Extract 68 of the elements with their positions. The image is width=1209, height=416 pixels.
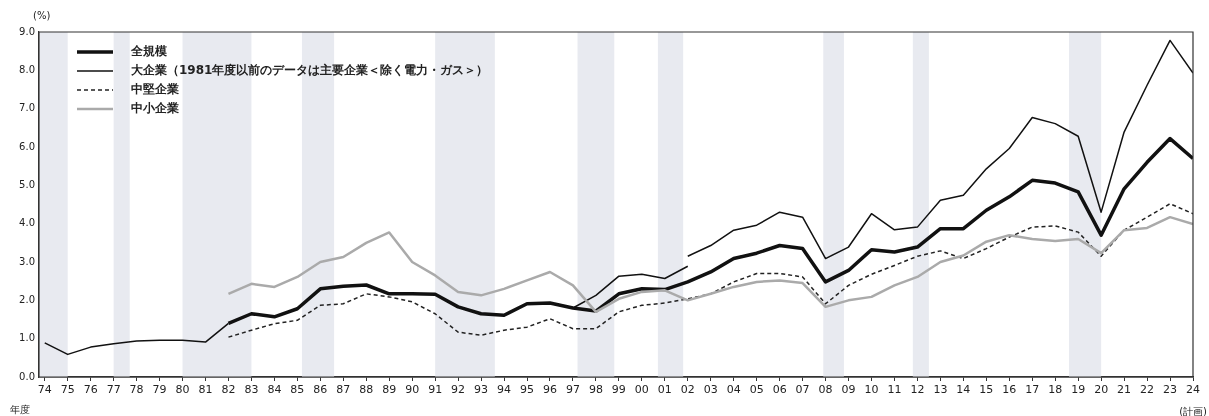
y-tick-label: 4.0 [19, 217, 35, 229]
x-tick-label: 19 [1071, 383, 1086, 397]
legend-label: 大企業（1981年度以前のデータは主要企業＜除く電力・ガス＞） [131, 62, 489, 79]
x-tick-label: 76 [83, 383, 98, 397]
x-tick-label: 86 [313, 383, 328, 397]
x-tick-label: 96 [542, 383, 557, 397]
x-tick-label: 89 [382, 383, 397, 397]
x-tick-label: 79 [152, 383, 167, 397]
x-tick-label: 18 [1048, 383, 1063, 397]
x-tick-label: 94 [497, 383, 512, 397]
y-tick-label: 9.0 [19, 25, 35, 37]
x-tick-label: 85 [290, 383, 305, 397]
legend-label: 中堅企業 [131, 81, 179, 98]
x-tick-label: 13 [933, 383, 948, 397]
y-tick-label: 0.0 [19, 370, 35, 382]
x-tick-label: 12 [910, 383, 925, 397]
x-tick-label: 05 [749, 383, 764, 397]
x-tick-label: 98 [588, 383, 603, 397]
x-tick-label: 21 [1117, 383, 1132, 397]
x-axis-title: 年度 [10, 403, 30, 416]
x-tick-label: 00 [634, 383, 649, 397]
y-axis-title: (%) [33, 10, 51, 21]
x-tick-label: 77 [106, 383, 121, 397]
y-tick-label: 2.0 [19, 293, 35, 305]
x-tick-label: 82 [221, 383, 236, 397]
x-tick-label: 91 [428, 383, 443, 397]
x-tick-label: 99 [611, 383, 626, 397]
y-tick-label: 7.0 [19, 102, 35, 114]
y-tick-label: 6.0 [19, 140, 35, 152]
x-tick-label: 14 [956, 383, 971, 397]
x-tick-label: 08 [818, 383, 833, 397]
x-tick-label: 93 [474, 383, 489, 397]
y-tick-label: 3.0 [19, 255, 35, 267]
x-tick-label: 04 [726, 383, 741, 397]
x-tick-label: 81 [198, 383, 213, 397]
x-tick-label: 75 [60, 383, 75, 397]
text: (計画) [1179, 405, 1207, 416]
x-tick-label: 09 [841, 383, 856, 397]
x-tick-label: 17 [1025, 383, 1040, 397]
x-tick-label: 24 [1186, 383, 1200, 397]
x-tick-label: 78 [129, 383, 144, 397]
x-tick-label: 83 [244, 383, 259, 397]
x-tick-label: 10 [864, 383, 879, 397]
x-tick-label: 90 [405, 383, 420, 397]
x-tick-label: 88 [359, 383, 374, 397]
x-tick-label: 74 [37, 383, 52, 397]
y-tick-label: 1.0 [19, 332, 35, 344]
legend-label: 全規模 [131, 43, 167, 60]
x-tick-label: 07 [795, 383, 810, 397]
x-tick-label: 16 [1002, 383, 1017, 397]
x-tick-label: 02 [680, 383, 695, 397]
legend-label: 中小企業 [131, 100, 179, 117]
x-tick-label: 80 [175, 383, 190, 397]
y-tick-label: 5.0 [19, 178, 35, 190]
x-tick-label: 84 [267, 383, 282, 397]
x-tick-label: 95 [520, 383, 535, 397]
x-tick-label: 87 [336, 383, 351, 397]
x-tick-label: 20 [1094, 383, 1109, 397]
y-tick-label: 8.0 [19, 63, 35, 75]
x-tick-label: 11 [887, 383, 902, 397]
x-tick-label: 97 [565, 383, 580, 397]
x-tick-label: 22 [1140, 383, 1155, 397]
x-tick-label: 15 [979, 383, 994, 397]
x-tick-label: 01 [657, 383, 672, 397]
x-tick-label: 03 [703, 383, 718, 397]
x-tick-label: 06 [772, 383, 787, 397]
x-tick-label: 92 [451, 383, 466, 397]
x-tick-label: 23 [1163, 383, 1178, 397]
